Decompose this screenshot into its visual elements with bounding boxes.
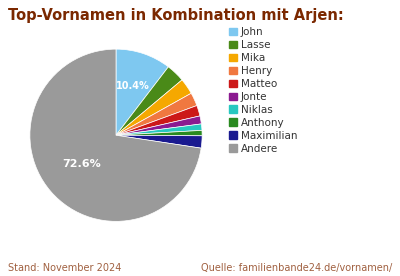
Legend: John, Lasse, Mika, Henry, Matteo, Jonte, Niklas, Anthony, Maximilian, Andere: John, Lasse, Mika, Henry, Matteo, Jonte,… [229,27,297,153]
Wedge shape [116,116,201,135]
Text: Stand: November 2024: Stand: November 2024 [8,263,121,273]
Wedge shape [116,135,202,148]
Wedge shape [116,93,197,135]
Wedge shape [116,130,202,136]
Wedge shape [116,67,182,135]
Text: Quelle: familienbande24.de/vornamen/: Quelle: familienbande24.de/vornamen/ [201,263,392,273]
Wedge shape [116,105,200,135]
Text: Top-Vornamen in Kombination mit Arjen:: Top-Vornamen in Kombination mit Arjen: [8,8,344,23]
Text: 10.4%: 10.4% [116,81,150,91]
Wedge shape [116,80,191,135]
Wedge shape [116,49,168,135]
Wedge shape [30,49,201,221]
Text: 72.6%: 72.6% [63,160,102,169]
Wedge shape [116,124,202,135]
